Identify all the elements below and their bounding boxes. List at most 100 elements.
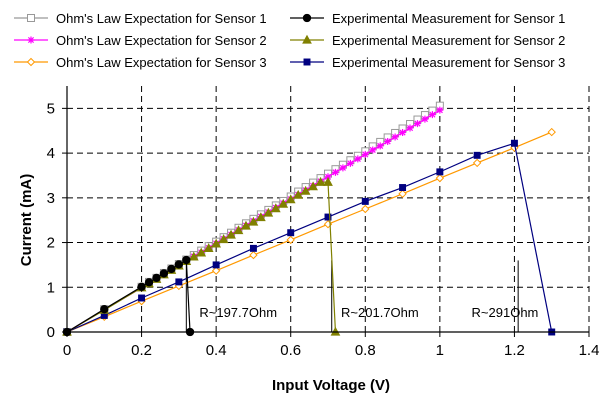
data-point xyxy=(174,260,184,269)
data-point xyxy=(472,158,482,168)
data-point xyxy=(399,184,407,192)
data-point xyxy=(241,220,251,230)
data-point xyxy=(212,261,220,269)
data-point xyxy=(248,216,259,226)
annotation-guides xyxy=(185,260,519,332)
data-point xyxy=(196,247,207,257)
y-tick-label: 3 xyxy=(47,190,55,207)
legend-entry: Experimental Measurement for Sensor 1 xyxy=(290,11,565,26)
data-point xyxy=(203,243,214,253)
plot-series xyxy=(62,101,556,337)
data-point xyxy=(300,185,311,195)
x-tick-label: 0.6 xyxy=(280,342,301,359)
annotations: R~197.7Ohm R~201.7Ohm R~291Ohm xyxy=(199,305,538,320)
series-3 xyxy=(62,127,556,337)
legend-entry: Ohm's Law Expectation for Sensor 2 xyxy=(14,33,267,48)
data-point xyxy=(286,235,295,245)
data-point xyxy=(263,207,274,217)
data-point xyxy=(398,189,407,198)
data-point xyxy=(399,129,407,137)
data-point xyxy=(428,111,436,119)
legend-marker xyxy=(27,14,35,22)
legend-entry: Experimental Measurement for Sensor 2 xyxy=(290,33,565,48)
y-tick-label: 5 xyxy=(47,100,55,117)
x-tick-label: 0.8 xyxy=(355,342,376,359)
data-point xyxy=(138,294,146,302)
data-point xyxy=(137,282,146,292)
x-tick-label: 1 xyxy=(436,342,444,359)
data-point xyxy=(315,176,326,186)
legend-label: Ohm's Law Expectation for Sensor 3 xyxy=(56,55,267,70)
data-point xyxy=(436,168,444,176)
data-point xyxy=(211,266,221,275)
data-point xyxy=(100,305,109,314)
data-point xyxy=(226,229,236,239)
data-point xyxy=(278,198,289,208)
data-point xyxy=(421,115,429,123)
data-point xyxy=(256,212,266,222)
series-line xyxy=(66,142,553,333)
data-point xyxy=(391,133,399,141)
resistance-annotation: R~197.7Ohm xyxy=(199,305,277,320)
data-point xyxy=(324,213,332,221)
legend-entry: Ohm's Law Expectation for Sensor 1 xyxy=(14,11,267,26)
y-tick-label: 1 xyxy=(47,279,55,296)
data-point xyxy=(361,204,370,214)
legend-label: Ohm's Law Expectation for Sensor 2 xyxy=(56,33,267,48)
y-tick-label: 0 xyxy=(47,324,55,341)
data-point xyxy=(233,225,244,235)
y-axis-title: Current (mA) xyxy=(18,174,35,267)
data-point xyxy=(249,250,258,260)
data-point xyxy=(218,234,229,244)
data-point xyxy=(144,278,154,287)
x-tick-label: 0.4 xyxy=(206,342,227,359)
data-point xyxy=(293,189,304,199)
data-point xyxy=(510,139,518,147)
data-point xyxy=(324,173,332,181)
legend-label: Experimental Measurement for Sensor 2 xyxy=(332,33,565,48)
legend-marker xyxy=(26,57,36,67)
data-point xyxy=(159,269,169,278)
legend-label: Experimental Measurement for Sensor 1 xyxy=(332,11,565,26)
data-point xyxy=(435,173,445,183)
data-point xyxy=(285,194,296,204)
data-point xyxy=(287,229,295,237)
data-point xyxy=(182,255,191,265)
x-axis-title: Input Voltage (V) xyxy=(272,377,390,394)
data-point xyxy=(369,146,377,154)
x-tick-label: 1.2 xyxy=(504,342,525,359)
data-point xyxy=(175,278,183,286)
data-point xyxy=(152,273,161,283)
x-tick-label: 1.4 xyxy=(579,342,600,359)
y-tick-label: 4 xyxy=(47,145,55,162)
data-point xyxy=(436,106,444,114)
series-4 xyxy=(62,255,195,337)
data-point xyxy=(473,151,481,159)
data-point xyxy=(354,155,362,163)
data-point xyxy=(249,244,257,252)
legend-marker xyxy=(27,36,35,44)
legend-entry: Ohm's Law Expectation for Sensor 3 xyxy=(14,55,267,70)
data-point xyxy=(413,120,421,128)
grid xyxy=(67,86,590,332)
data-point xyxy=(331,168,339,176)
legend-marker xyxy=(303,58,311,66)
data-point xyxy=(376,142,384,150)
data-point xyxy=(188,251,199,261)
x-tick-label: 0 xyxy=(63,342,71,359)
data-point xyxy=(346,159,354,167)
data-point xyxy=(361,150,369,158)
data-point xyxy=(167,264,176,274)
x-tick-label: 0.2 xyxy=(131,342,152,359)
y-tick-label: 2 xyxy=(47,235,55,252)
series-line xyxy=(66,131,552,333)
legend-entry: Experimental Measurement for Sensor 3 xyxy=(290,55,565,70)
resistance-annotation: R~201.7Ohm xyxy=(341,305,419,320)
resistance-annotation: R~291Ohm xyxy=(472,305,539,320)
data-point xyxy=(339,164,347,172)
data-point xyxy=(547,127,556,137)
series-line xyxy=(66,258,191,333)
data-point xyxy=(384,137,392,145)
legend: Ohm's Law Expectation for Sensor 1 Experi… xyxy=(14,11,565,70)
